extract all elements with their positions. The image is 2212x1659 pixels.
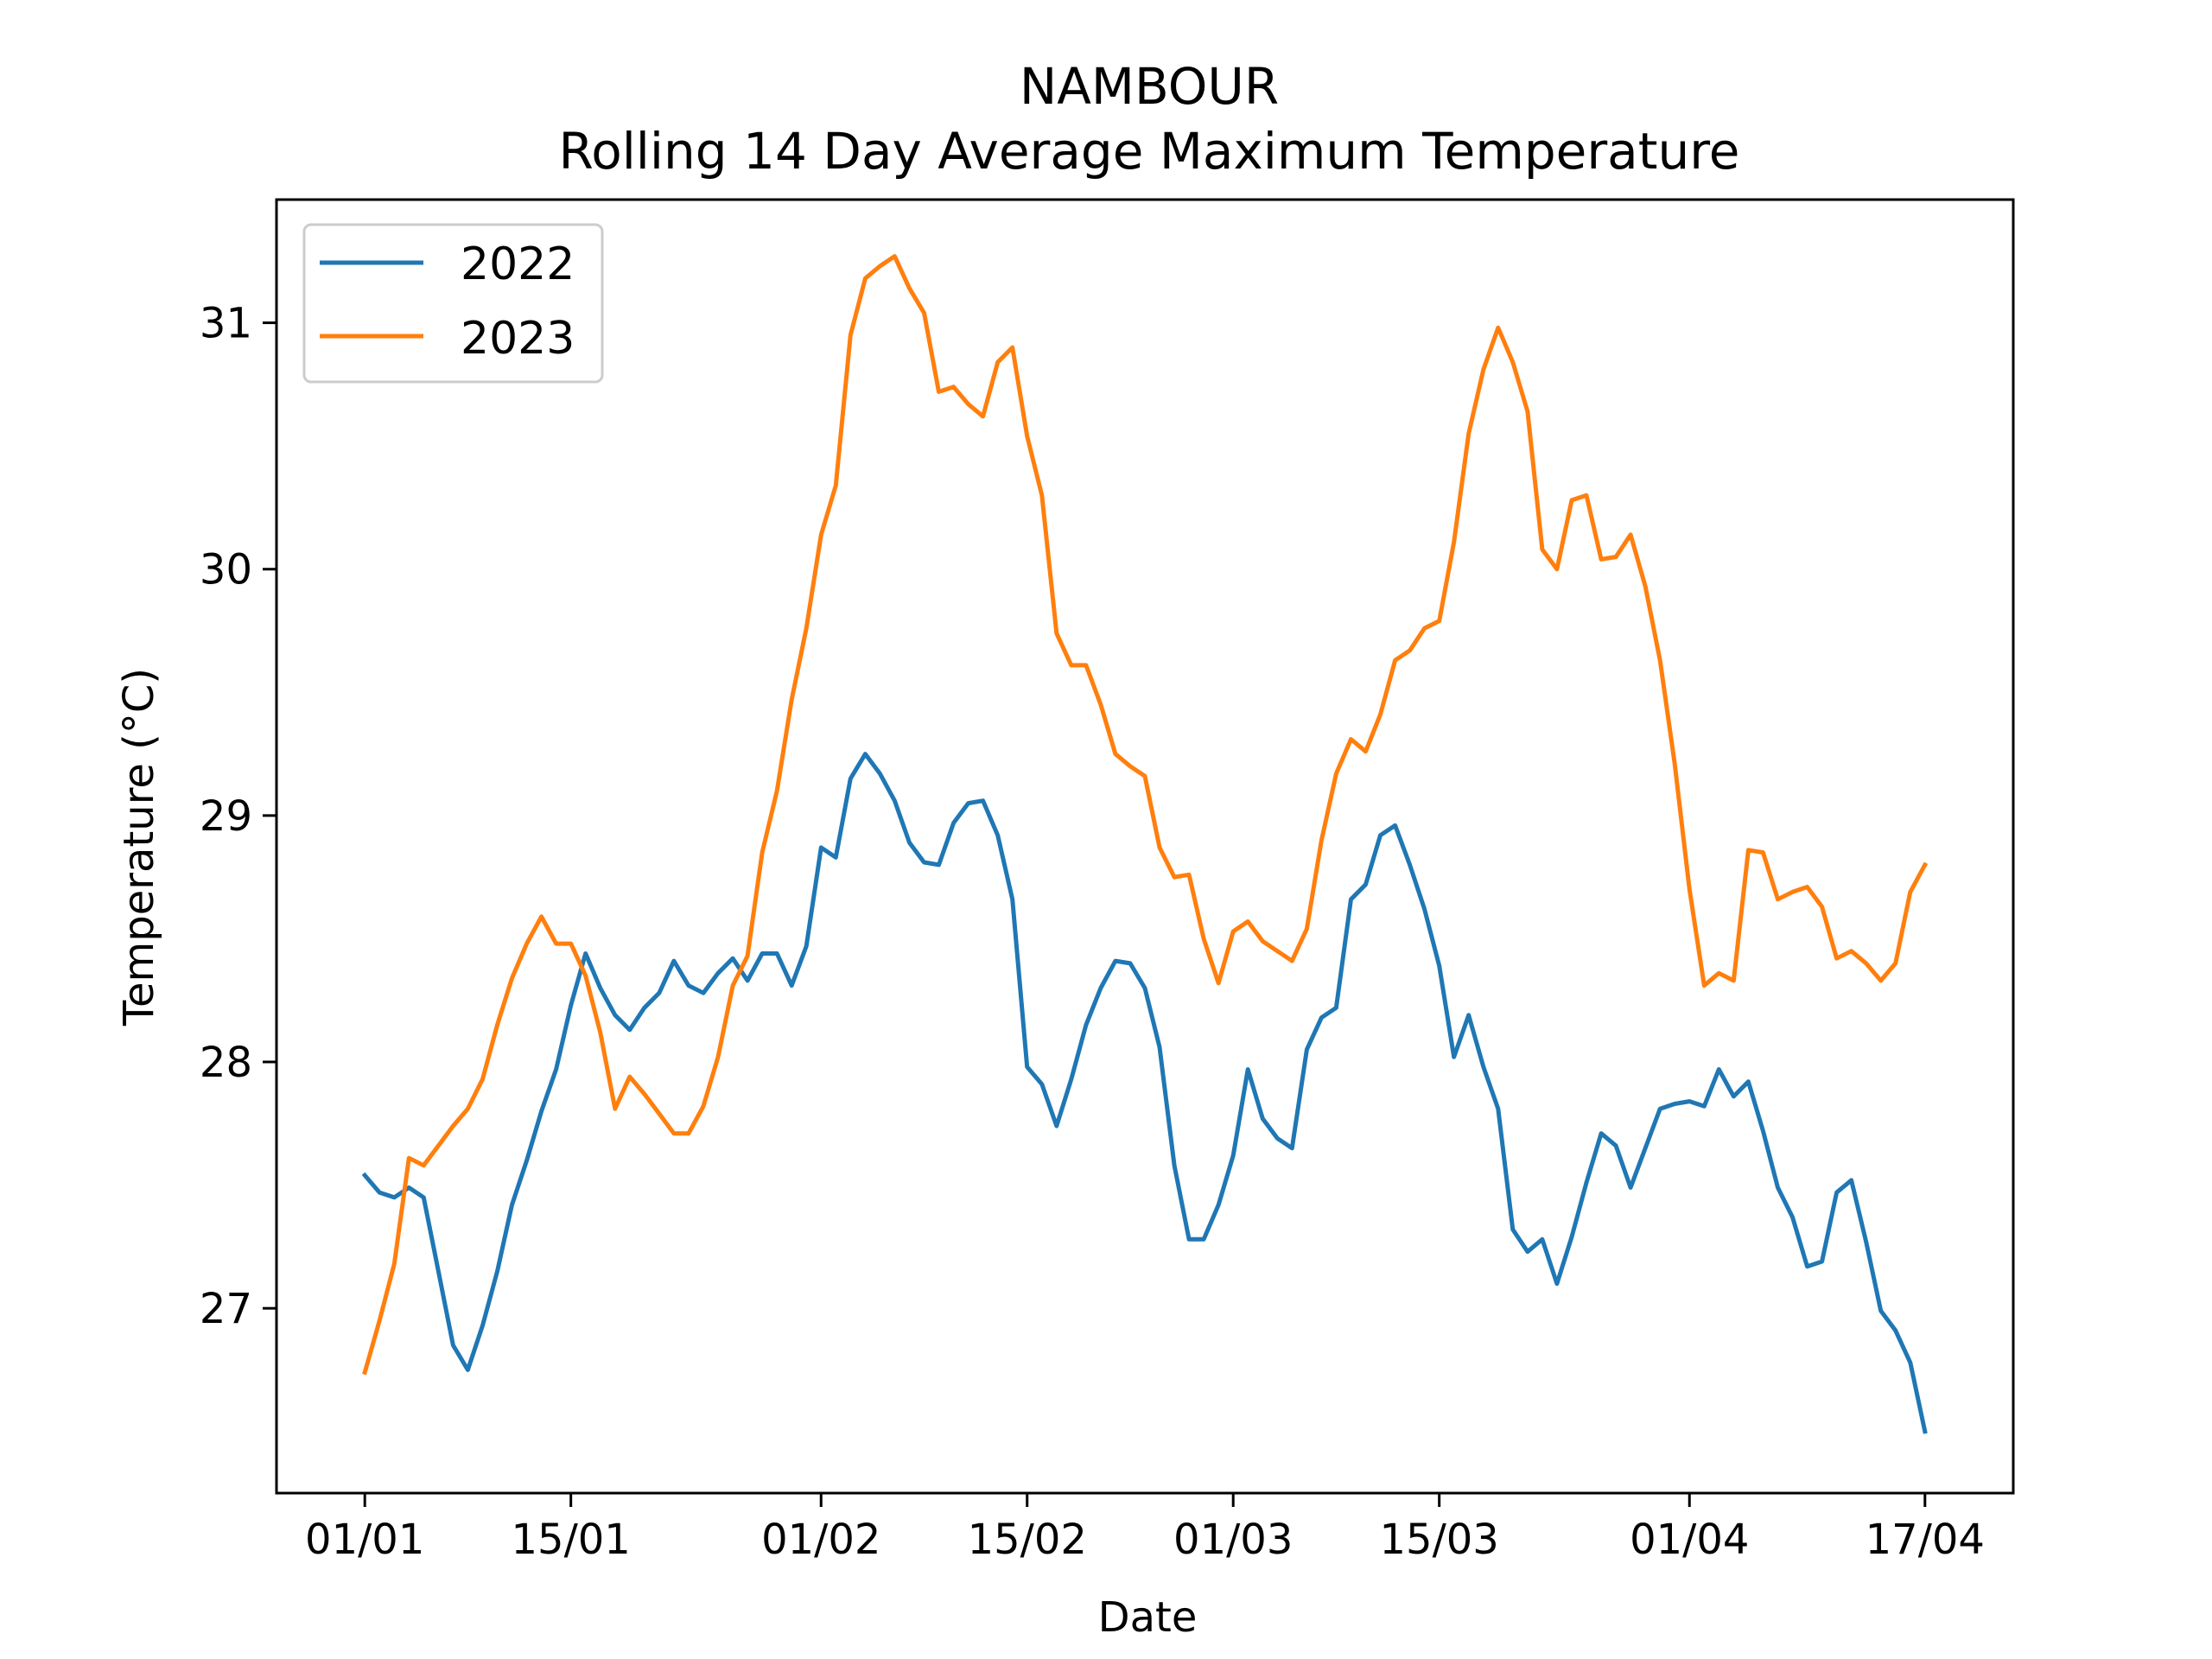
x-axis: 01/01 15/01 01/02 15/02 01/03 15/03 01/04 17/04 [305,1493,1985,1564]
plot-lines [361,254,1929,1434]
x-tick-label: 01/02 [761,1516,880,1564]
series-line-2022 [361,752,1928,1434]
chart-title: NAMBOUR [1020,57,1279,116]
legend-label-2023: 2023 [461,313,575,365]
chart-subtitle: Rolling 14 Day Average Maximum Temperatu… [559,122,1740,181]
y-tick-label: 27 [200,1285,252,1333]
y-axis-label: Temperature (°C) [115,668,163,1027]
x-tick-label: 15/03 [1380,1516,1499,1564]
y-tick-label: 29 [200,792,252,841]
x-tick-label: 17/04 [1866,1516,1985,1564]
series-line-2023 [362,254,1929,1376]
y-tick-label: 31 [200,300,252,348]
x-axis-label: Date [1098,1593,1198,1642]
legend: 2022 2023 [302,223,604,384]
x-tick-label: 01/01 [305,1516,424,1564]
x-tick-label: 15/02 [968,1516,1087,1564]
legend-label-2022: 2022 [461,238,575,290]
x-tick-label: 15/01 [512,1516,631,1564]
plot-frame [275,198,2015,1495]
x-tick-label: 01/04 [1630,1516,1749,1564]
y-axis: 27 28 29 30 31 [200,300,276,1333]
y-tick-label: 30 [200,546,252,594]
x-tick-label: 01/03 [1173,1516,1293,1564]
y-tick-label: 28 [200,1039,252,1087]
